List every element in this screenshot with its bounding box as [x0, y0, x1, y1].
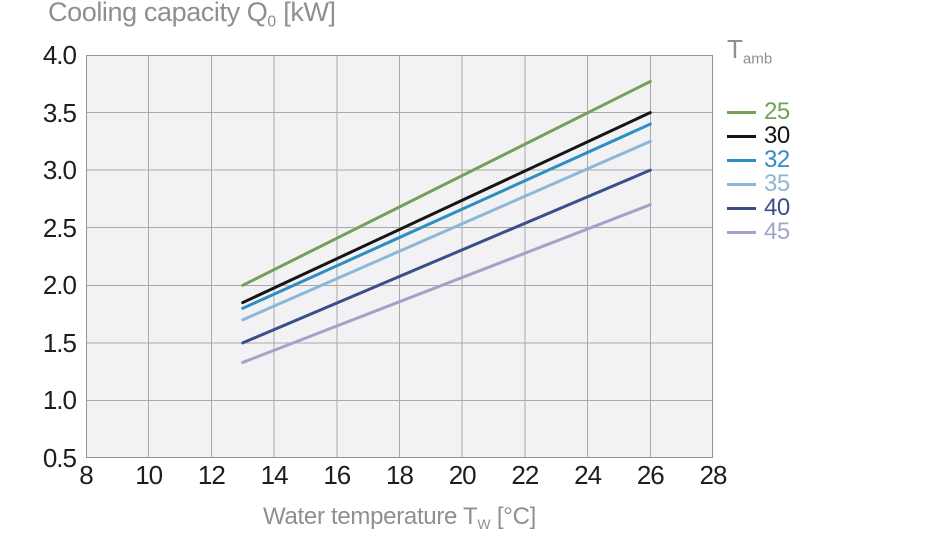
chart-title-main: Cooling capacity Q: [48, 0, 268, 27]
legend-title-main: T: [727, 34, 743, 64]
y-tick-label-0.5: 0.5: [42, 443, 77, 473]
x-axis-label-unit: [°C]: [490, 503, 536, 530]
y-tick-label-1.0: 1.0: [42, 385, 77, 416]
legend-item-32: 32: [727, 148, 790, 172]
plot-area: [85, 54, 714, 459]
series-line-30: [241, 111, 652, 305]
series-line-45: [241, 203, 652, 364]
plot-canvas: [85, 54, 714, 459]
x-tick-label-16: 16: [323, 460, 351, 490]
y-tick-label-2.5: 2.5: [42, 212, 77, 243]
legend-swatch-45: [727, 230, 756, 234]
series-line-40: [241, 168, 652, 345]
chart-title-unit: [kW]: [276, 0, 336, 27]
legend-swatch-25: [727, 110, 756, 114]
x-tick-label-24: 24: [574, 460, 602, 490]
x-tick-label-26: 26: [636, 460, 665, 490]
x-axis-label-subscript: W: [477, 515, 491, 532]
y-tick-label-3.5: 3.5: [42, 97, 77, 128]
x-tick-label-12: 12: [197, 460, 226, 490]
y-tick-label-2.0: 2.0: [42, 270, 77, 301]
legend-items: 25 30 32 35 40 45: [727, 100, 790, 244]
legend-item-40: 40: [727, 196, 790, 220]
legend-swatch-40: [727, 206, 756, 210]
series-line-35: [241, 139, 652, 322]
x-axis-label: Water temperature TW [°C]: [86, 502, 713, 539]
legend-swatch-32: [727, 158, 756, 162]
legend-title: Tamb: [727, 34, 917, 74]
x-axis-label-main: Water temperature T: [263, 503, 478, 530]
legend-item-30: 30: [727, 124, 790, 148]
y-tick-label-4.0: 4.0: [42, 40, 77, 70]
x-tick-label-8: 8: [79, 460, 93, 490]
legend: Tamb 25 30 32 35 40 45: [727, 34, 917, 244]
legend-item-35: 35: [727, 172, 790, 196]
x-tick-label-28: 28: [699, 460, 728, 490]
x-tick-label-18: 18: [386, 460, 414, 490]
legend-label-25: 25: [764, 98, 790, 125]
chart-title: Cooling capacity Q0 [kW]: [48, 0, 336, 38]
series-line-25: [241, 79, 652, 287]
chart-title-subscript: 0: [267, 13, 277, 31]
x-tick-label-14: 14: [260, 460, 289, 490]
legend-item-25: 25: [727, 100, 790, 124]
x-tick-label-20: 20: [448, 460, 477, 490]
series-line-32: [241, 122, 652, 310]
legend-label-40: 40: [764, 194, 790, 221]
plot-border: [86, 55, 713, 458]
legend-item-45: 45: [727, 220, 790, 244]
legend-label-35: 35: [764, 170, 790, 197]
y-tick-label-1.5: 1.5: [42, 327, 77, 358]
legend-swatch-35: [727, 182, 756, 186]
legend-label-32: 32: [764, 146, 790, 173]
legend-label-30: 30: [764, 122, 790, 149]
x-tick-label-22: 22: [511, 460, 539, 490]
legend-title-subscript: amb: [742, 50, 773, 68]
y-tick-label-3.0: 3.0: [42, 155, 77, 186]
legend-swatch-30: [727, 134, 756, 138]
x-tick-label-10: 10: [135, 460, 163, 490]
legend-label-45: 45: [764, 218, 790, 245]
